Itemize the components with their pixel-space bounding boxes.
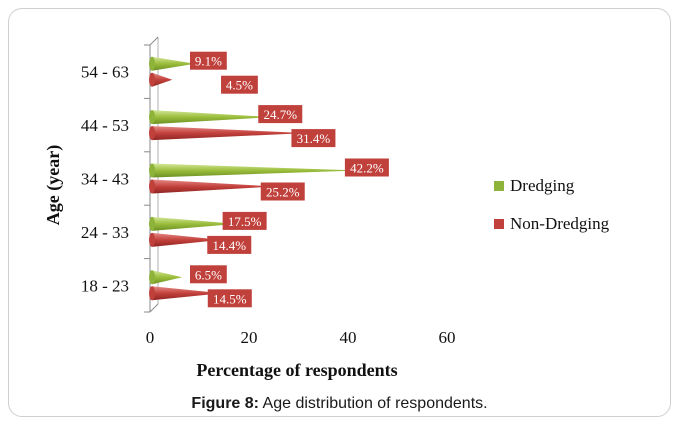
non-dredging-cone-18-23 — [152, 286, 222, 301]
non-dredging-label-44-53-box — [291, 129, 336, 148]
non-dredging-cone-54-63 — [152, 72, 173, 87]
tick-labels: 18 - 23 24 - 33 34 - 43 44 - 53 54 - 63 0 20 40… — [81, 63, 456, 347]
non-dredging-cone-base — [149, 179, 155, 194]
dredging-label-54-63: 9.1% — [195, 54, 222, 69]
depth-edge-line — [149, 36, 159, 46]
figure-frame — [8, 8, 671, 417]
caption-text: Age distribution of respondents. — [258, 395, 488, 412]
x-tick-label: 20 — [241, 328, 258, 347]
dredging-cone-base — [149, 270, 155, 285]
x-tick-label: 60 — [439, 328, 456, 347]
legend-swatch-dredging — [494, 181, 504, 191]
non-dredging-cone-44-53 — [152, 126, 306, 141]
non-dredging-label-54-63-box — [221, 75, 258, 94]
bars — [149, 56, 359, 301]
non-dredging-label-18-23: 14.5% — [213, 291, 247, 306]
dredging-label-34-43: 42.2% — [350, 161, 384, 176]
dredging-cone-base — [149, 56, 155, 71]
non-dredging-cone-base — [149, 126, 155, 141]
non-dredging-label-18-23-box — [207, 289, 252, 308]
x-axis-title: Percentage of respondents — [196, 360, 397, 380]
dredging-cone-54-63 — [152, 56, 196, 71]
dredging-label-24-33-box — [222, 211, 267, 230]
dredging-label-44-53-box — [258, 105, 303, 124]
dredging-cone-18-23 — [152, 270, 183, 285]
dredging-cone-base — [149, 216, 155, 231]
non-dredging-cone-base — [149, 72, 155, 87]
dredging-label-44-53: 24.7% — [263, 107, 297, 122]
x-tick-label: 40 — [340, 328, 357, 347]
y-tick-label: 44 - 53 — [81, 116, 129, 135]
dredging-label-18-23-box — [190, 265, 227, 284]
non-dredging-label-24-33: 14.4% — [212, 238, 246, 253]
dredging-cone-base — [149, 163, 155, 178]
legend-swatch-non-dredging — [494, 219, 504, 229]
caption-prefix: Figure 8: — [191, 395, 259, 412]
dredging-cone-base — [149, 110, 155, 125]
dredging-label-34-43-box — [344, 158, 389, 177]
age-distribution-chart: 6.5% 14.5% 17.5% 14.4% 42.2% 25.2% 24.7%31.4% 9… — [43, 36, 610, 380]
data-labels: 6.5% 14.5% 17.5% 14.4% 42.2% 25.2% 24.7%31.4% 9… — [190, 51, 389, 308]
y-axis-title: Age (year) — [43, 145, 64, 225]
depth-edge-line — [149, 303, 159, 313]
y-tick-label: 18 - 23 — [81, 276, 129, 295]
dredging-cone-44-53 — [152, 110, 273, 125]
y-tick-label: 24 - 33 — [81, 223, 129, 242]
non-dredging-label-34-43: 25.2% — [266, 185, 300, 200]
non-dredging-cone-base — [149, 286, 155, 301]
x-tick-label: 0 — [146, 328, 155, 347]
y-tick-label: 34 - 43 — [81, 170, 129, 189]
figure-caption: Figure 8: Age distribution of respondent… — [0, 395, 679, 413]
dredging-cone-34-43 — [152, 163, 359, 178]
dredging-cone-24-33 — [152, 216, 237, 231]
non-dredging-cone-24-33 — [152, 232, 222, 247]
dredging-label-54-63-box — [190, 51, 227, 70]
dredging-label-18-23: 6.5% — [195, 267, 222, 282]
non-dredging-cone-34-43 — [152, 179, 275, 194]
legend-label-non-dredging: Non-Dredging — [510, 214, 610, 233]
non-dredging-label-24-33-box — [207, 235, 252, 254]
y-tick-label: 54 - 63 — [81, 63, 129, 82]
non-dredging-cone-base — [149, 232, 155, 247]
non-dredging-label-34-43-box — [260, 182, 305, 201]
legend: Dredging Non-Dredging — [494, 176, 610, 233]
non-dredging-label-44-53: 31.4% — [297, 131, 331, 146]
non-dredging-label-54-63: 4.5% — [226, 78, 253, 93]
legend-label-dredging: Dredging — [510, 176, 575, 195]
dredging-label-24-33: 17.5% — [228, 214, 262, 229]
